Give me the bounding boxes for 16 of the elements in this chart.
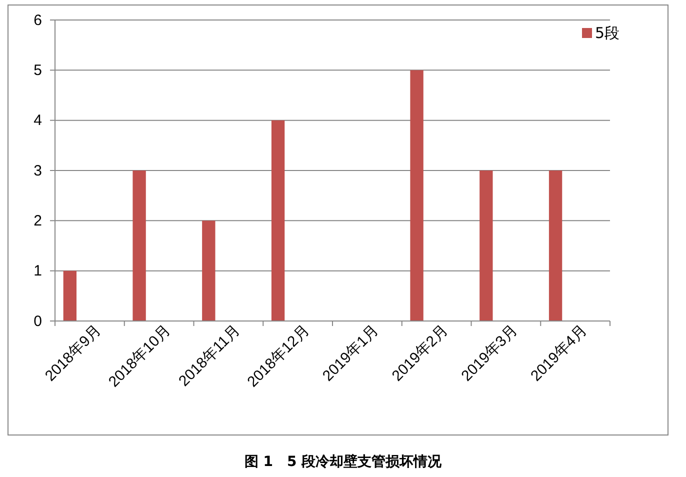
bar — [548, 170, 562, 321]
y-tick-label: 5 — [34, 62, 42, 79]
bar — [410, 70, 424, 321]
y-tick-label: 2 — [34, 212, 42, 230]
bar — [132, 170, 146, 321]
y-tick-label: 4 — [34, 112, 42, 130]
y-tick-label: 1 — [34, 262, 42, 280]
y-tick-label: 0 — [34, 312, 42, 330]
y-tick-label: 6 — [34, 12, 42, 29]
bar — [271, 120, 285, 321]
bar — [63, 270, 77, 321]
caption: 图 1 5 段冷却壁支管损坏情况 — [244, 453, 443, 470]
y-tick-label: 3 — [34, 162, 42, 180]
bar — [480, 170, 493, 321]
bar — [202, 220, 216, 321]
legend-label: 5段 — [595, 24, 620, 42]
